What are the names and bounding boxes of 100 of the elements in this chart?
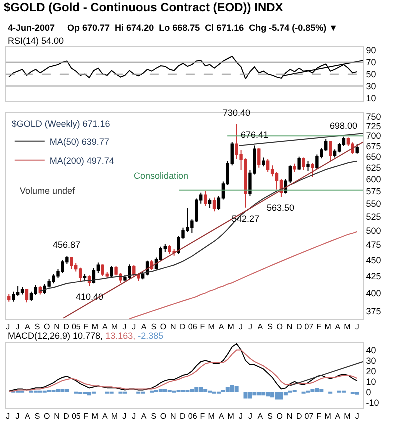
x-tick-label: F	[316, 322, 322, 332]
annotation: Consolidation	[134, 171, 189, 181]
legend-title: $GOLD (Weekly) 671.16	[12, 118, 110, 129]
series-label: RSI(14) 54.00	[8, 36, 64, 46]
x-tick-label: 07	[304, 412, 314, 421]
y-tick-label: 20	[366, 366, 376, 376]
y-tick-label: 750	[366, 112, 382, 122]
y-tick-label: 30	[366, 81, 376, 92]
x-tick-label: N	[286, 412, 293, 421]
x-tick-label: M	[324, 412, 332, 421]
annotation: 563.50	[267, 203, 295, 213]
y-tick-label: 30	[366, 356, 376, 366]
x-tick-label: M	[111, 322, 118, 332]
x-tick-label: N	[54, 322, 60, 332]
x-tick-label: M	[344, 412, 352, 421]
y-tick-label: 675	[366, 141, 382, 152]
annotation: 698.00	[330, 121, 358, 131]
x-tick-label: O	[276, 412, 283, 421]
x-tick-label: A	[258, 412, 264, 421]
y-tick-label: 375	[366, 306, 382, 317]
x-tick-label: A	[24, 412, 31, 421]
x-tick-label: A	[24, 322, 31, 332]
x-tick-label: D	[296, 412, 302, 421]
y-tick-label: 700	[366, 131, 382, 142]
x-tick-label: J	[6, 412, 10, 421]
x-tick-label: J	[122, 322, 127, 332]
x-tick-label: F	[84, 322, 89, 332]
y-tick-label: 400	[366, 288, 382, 298]
annotation: 456.87	[53, 240, 81, 250]
y-tick-label: 70	[366, 58, 376, 68]
y-tick-label: 500	[366, 226, 382, 236]
x-tick-label: F	[200, 412, 206, 421]
x-tick-label: J	[248, 412, 253, 421]
x-tick-label: J	[238, 412, 243, 421]
y-tick-label: 575	[366, 186, 382, 196]
x-tick-label: A	[335, 322, 342, 332]
y-tick-label: 625	[366, 163, 382, 174]
text: MACD(12,26,9) 10.778,	[8, 331, 104, 341]
x-tick-label: S	[268, 412, 273, 421]
x-tick-label: A	[102, 412, 108, 421]
x-tick-label: J	[248, 322, 253, 332]
x-tick-label: A	[141, 412, 148, 421]
text: -2.385	[138, 331, 164, 341]
x-tick-label: M	[208, 322, 216, 332]
chart-subtitle: 4-Jun-2007 Op 670.77 Hi 674.20 Lo 668.75 Cl 671.16 Chg -5.74 (-0.85%) ▼	[8, 23, 338, 33]
x-tick-label: D	[64, 412, 70, 421]
chart-title: $GOLD (Gold - Continuous Contract (EOD)) INDX	[4, 0, 284, 14]
x-tick-label: M	[111, 412, 118, 421]
x-tick-label: F	[316, 412, 322, 421]
annotation: 730.40	[223, 108, 251, 118]
x-tick-label: O	[44, 322, 50, 332]
annotation: Volume undef	[20, 186, 76, 196]
x-tick-label: S	[34, 322, 40, 332]
x-tick-label: M	[344, 322, 352, 332]
y-tick-label: 550	[366, 198, 382, 209]
y-tick-label: 90	[366, 46, 376, 56]
x-tick-label: A	[335, 412, 342, 421]
x-tick-label: S	[34, 412, 40, 421]
x-tick-label: N	[170, 412, 176, 421]
x-tick-label: A	[141, 322, 148, 332]
x-tick-label: 07	[304, 322, 314, 332]
x-tick-label: N	[286, 322, 293, 332]
x-tick-label: J	[16, 322, 20, 332]
x-tick-label: O	[276, 322, 283, 332]
x-tick-label: A	[218, 412, 225, 421]
y-tick-label: 600	[366, 174, 382, 185]
x-tick-label: J	[355, 412, 360, 421]
x-tick-label: S	[151, 412, 157, 421]
x-tick-label: M	[92, 322, 99, 332]
x-tick-label: M	[92, 412, 99, 421]
legend-label: MA(50) 639.77	[50, 136, 110, 147]
y-tick-label: -10	[366, 398, 380, 408]
x-tick-label: N	[170, 322, 176, 332]
y-tick-label: 10	[366, 377, 376, 388]
y-tick-label: 10	[366, 93, 376, 104]
x-tick-label: F	[200, 322, 206, 332]
y-tick-label: 0	[366, 388, 372, 398]
x-tick-label: J	[355, 322, 360, 332]
x-tick-label: D	[64, 322, 70, 332]
x-tick-label: M	[228, 412, 235, 421]
legend-label: MA(200) 497.74	[50, 156, 114, 166]
x-tick-label: 05	[72, 412, 82, 421]
y-tick-label: 450	[366, 255, 382, 266]
y-tick-label: 725	[366, 121, 382, 132]
x-tick-label: M	[208, 412, 216, 421]
y-tick-label: 650	[366, 152, 382, 162]
x-tick-label: J	[132, 412, 136, 421]
x-tick-label: S	[151, 322, 157, 332]
x-tick-label: S	[268, 322, 273, 332]
y-tick-label: 40	[366, 345, 376, 356]
x-tick-label: J	[122, 412, 127, 421]
x-tick-label: J	[238, 322, 243, 332]
text: 13.163,	[106, 331, 136, 341]
x-tick-label: 06	[188, 412, 198, 421]
x-tick-label: M	[228, 322, 235, 332]
x-tick-label: 06	[188, 322, 198, 332]
x-tick-label: D	[296, 322, 302, 332]
x-tick-label: D	[180, 322, 186, 332]
x-tick-label: N	[54, 412, 60, 421]
x-tick-label: O	[160, 412, 167, 421]
